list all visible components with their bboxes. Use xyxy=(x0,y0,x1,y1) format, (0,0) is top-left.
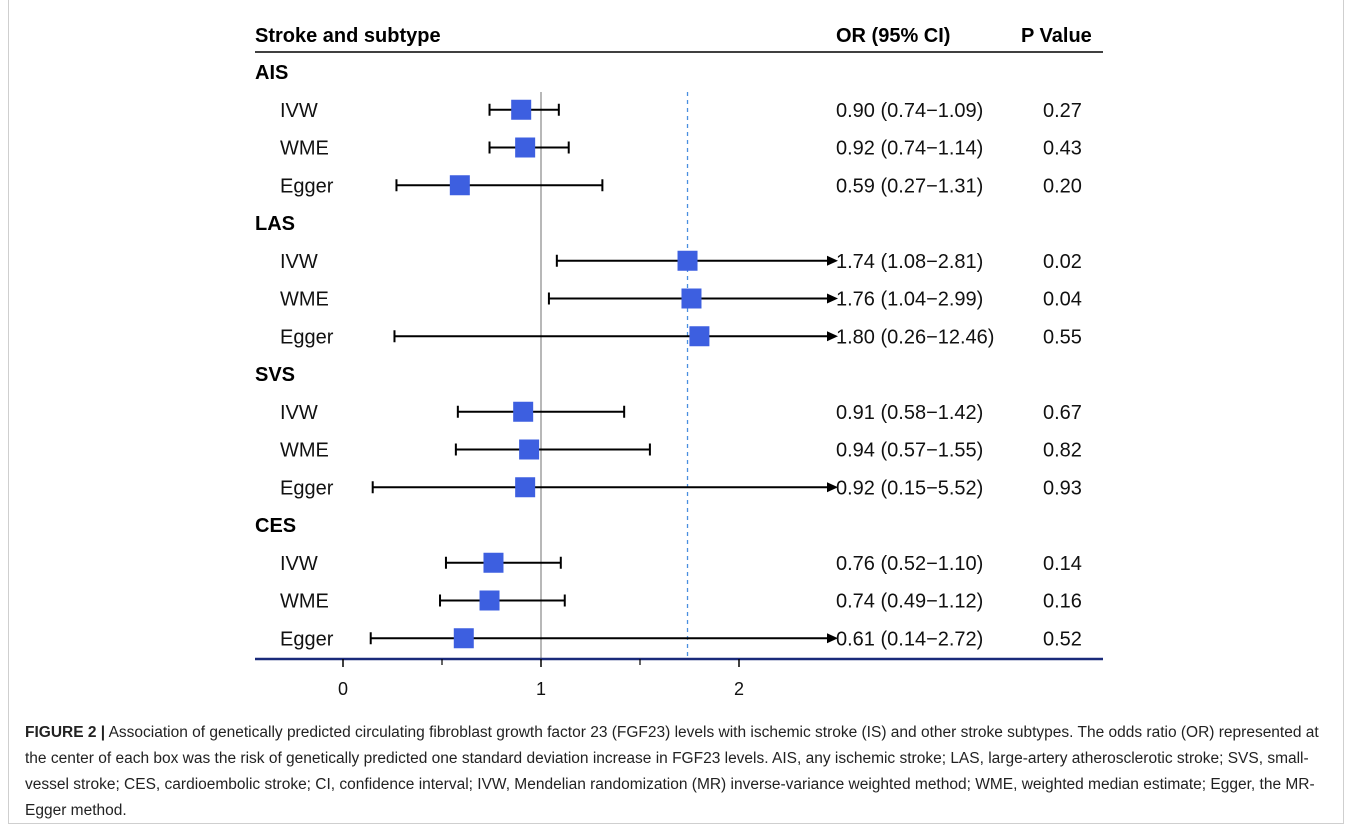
p-value: 0.43 xyxy=(1043,138,1082,160)
p-value: 0.55 xyxy=(1043,326,1082,348)
or-ci-value: 0.61 (0.14−2.72) xyxy=(836,628,983,650)
or-ci-value: 0.76 (0.52−1.10) xyxy=(836,553,983,575)
plot-content: AIS IVW 0.90 (0.74−1.09) 0.27 WME 0.92 (0.74−… xyxy=(255,62,1103,699)
or-column-header: OR (95% CI) xyxy=(836,25,950,47)
or-ci-value: 0.90 (0.74−1.09) xyxy=(836,100,983,122)
p-value: 0.93 xyxy=(1043,477,1082,499)
p-value: 0.52 xyxy=(1043,628,1082,650)
estimate-box xyxy=(513,401,534,422)
p-value: 0.82 xyxy=(1043,440,1082,462)
estimate-box xyxy=(689,326,710,347)
estimate-box xyxy=(479,590,500,611)
p-value: 0.67 xyxy=(1043,402,1082,424)
or-ci-value: 0.74 (0.49−1.12) xyxy=(836,591,983,613)
p-value: 0.14 xyxy=(1043,553,1082,575)
or-ci-value: 0.92 (0.74−1.14) xyxy=(836,138,983,160)
method-label: WME xyxy=(280,138,329,160)
method-label: WME xyxy=(280,440,329,462)
group-label: LAS xyxy=(255,213,295,235)
ci-arrow-right xyxy=(827,482,838,493)
p-value: 0.02 xyxy=(1043,251,1082,273)
x-tick-label: 2 xyxy=(734,679,744,699)
ci-arrow-right xyxy=(827,255,838,266)
method-label: IVW xyxy=(280,100,318,122)
method-label: WME xyxy=(280,289,329,311)
x-tick-label: 1 xyxy=(536,679,546,699)
or-ci-value: 1.76 (1.04−2.99) xyxy=(836,289,983,311)
p-value: 0.04 xyxy=(1043,289,1082,311)
figure-label: FIGURE 2 | xyxy=(25,724,106,741)
or-ci-value: 0.91 (0.58−1.42) xyxy=(836,402,983,424)
estimate-box xyxy=(515,477,536,498)
group-label: SVS xyxy=(255,364,295,386)
ci-arrow-right xyxy=(827,633,838,644)
caption-text: Association of genetically predicted cir… xyxy=(25,724,1319,819)
forest-plot: Stroke and subtype OR (95% CI) P Value A… xyxy=(255,25,1103,699)
method-label: WME xyxy=(280,591,329,613)
estimate-box xyxy=(511,99,532,120)
method-label: Egger xyxy=(280,175,334,197)
group-label: CES xyxy=(255,515,296,537)
method-label: IVW xyxy=(280,402,318,424)
ci-arrow-right xyxy=(827,331,838,342)
method-label: IVW xyxy=(280,553,318,575)
or-ci-value: 1.74 (1.08−2.81) xyxy=(836,251,983,273)
estimate-box xyxy=(677,250,698,271)
method-label: Egger xyxy=(280,477,334,499)
estimate-box xyxy=(453,628,474,649)
estimate-box xyxy=(519,439,540,460)
estimate-box xyxy=(515,137,536,158)
or-ci-value: 0.94 (0.57−1.55) xyxy=(836,440,983,462)
or-ci-value: 0.92 (0.15−5.52) xyxy=(836,477,983,499)
method-label: IVW xyxy=(280,251,318,273)
estimate-box xyxy=(681,288,702,309)
x-tick-label: 0 xyxy=(338,679,348,699)
p-column-header: P Value xyxy=(1021,25,1092,47)
group-label: AIS xyxy=(255,62,288,84)
figure-caption: FIGURE 2 | Association of genetically pr… xyxy=(25,720,1325,824)
figure-frame xyxy=(8,0,1344,824)
p-value: 0.20 xyxy=(1043,175,1082,197)
method-label: Egger xyxy=(280,628,334,650)
method-label: Egger xyxy=(280,326,334,348)
or-ci-value: 1.80 (0.26−12.46) xyxy=(836,326,994,348)
or-ci-value: 0.59 (0.27−1.31) xyxy=(836,175,983,197)
p-value: 0.27 xyxy=(1043,100,1082,122)
ci-arrow-right xyxy=(827,293,838,304)
p-value: 0.16 xyxy=(1043,591,1082,613)
estimate-box xyxy=(483,552,504,573)
label-column-header: Stroke and subtype xyxy=(255,25,441,47)
estimate-box xyxy=(449,175,470,196)
